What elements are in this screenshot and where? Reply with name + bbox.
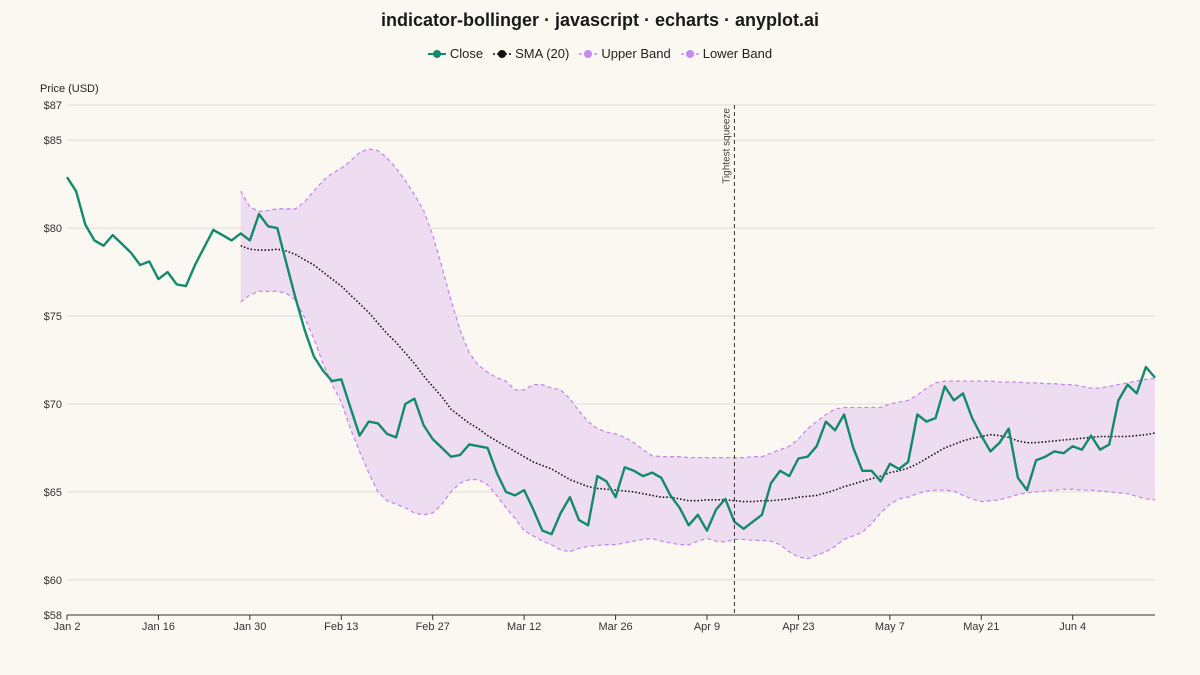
x-tick-label: Jan 16 xyxy=(142,621,175,633)
y-tick-label: $87 xyxy=(44,100,62,112)
sma-line xyxy=(240,244,1156,503)
x-tick-label: Mar 12 xyxy=(507,621,541,633)
y-axis-label: Price (USD) xyxy=(40,83,99,95)
x-axis-ticks: Jan 2 Jan 16 Jan 30 Feb 13 Feb 27 Mar 12 Mar 2… xyxy=(54,615,1086,633)
x-tick-label: May 21 xyxy=(963,621,999,633)
legend-label-lower-band: Lower Band xyxy=(702,46,773,61)
legend-item-lower-band[interactable]: Lower Band xyxy=(680,46,773,61)
legend-item-sma[interactable]: SMA (20) xyxy=(493,46,569,61)
y-tick-label: $60 xyxy=(44,575,62,587)
legend-label-close: Close xyxy=(449,46,484,61)
legend-swatch-close-icon xyxy=(427,49,446,58)
legend-label-upper-band: Upper Band xyxy=(601,46,671,61)
x-tick-label: May 7 xyxy=(875,621,905,633)
legend-swatch-upper-band-icon xyxy=(579,49,598,58)
x-tick-label: Feb 27 xyxy=(416,621,450,633)
legend-swatch-lower-band-icon xyxy=(680,49,699,58)
legend-swatch-sma-icon xyxy=(493,49,512,58)
y-tick-label: $70 xyxy=(44,399,62,411)
x-tick-label: Mar 26 xyxy=(598,621,632,633)
x-tick-label: Apr 23 xyxy=(782,621,814,633)
legend-label-sma: SMA (20) xyxy=(515,46,570,61)
close-line xyxy=(65,176,1156,536)
y-tick-label: $65 xyxy=(44,487,62,499)
x-tick-label: Jun 4 xyxy=(1059,621,1086,633)
legend-item-upper-band[interactable]: Upper Band xyxy=(579,46,671,61)
chart-title: indicator-bollinger · javascript · echar… xyxy=(380,10,820,30)
x-tick-label: Feb 13 xyxy=(324,621,358,633)
x-tick-label: Jan 30 xyxy=(233,621,266,633)
y-tick-label: $80 xyxy=(44,223,62,235)
y-tick-label: $85 xyxy=(44,135,62,147)
lower-band-line xyxy=(240,290,1156,560)
y-tick-label: $75 xyxy=(44,311,62,323)
chart-legend: Close SMA (20) Upper Band Lower Band xyxy=(0,46,1200,61)
y-tick-label: $58 xyxy=(44,610,62,622)
legend-item-close[interactable]: Close xyxy=(427,46,484,61)
x-tick-label: Jan 2 xyxy=(54,621,81,633)
x-tick-label: Apr 9 xyxy=(694,621,720,633)
upper-band-line xyxy=(240,148,1156,459)
bollinger-band-fill xyxy=(240,149,1155,559)
squeeze-annotation-label: Tightest squeeze xyxy=(721,108,732,184)
